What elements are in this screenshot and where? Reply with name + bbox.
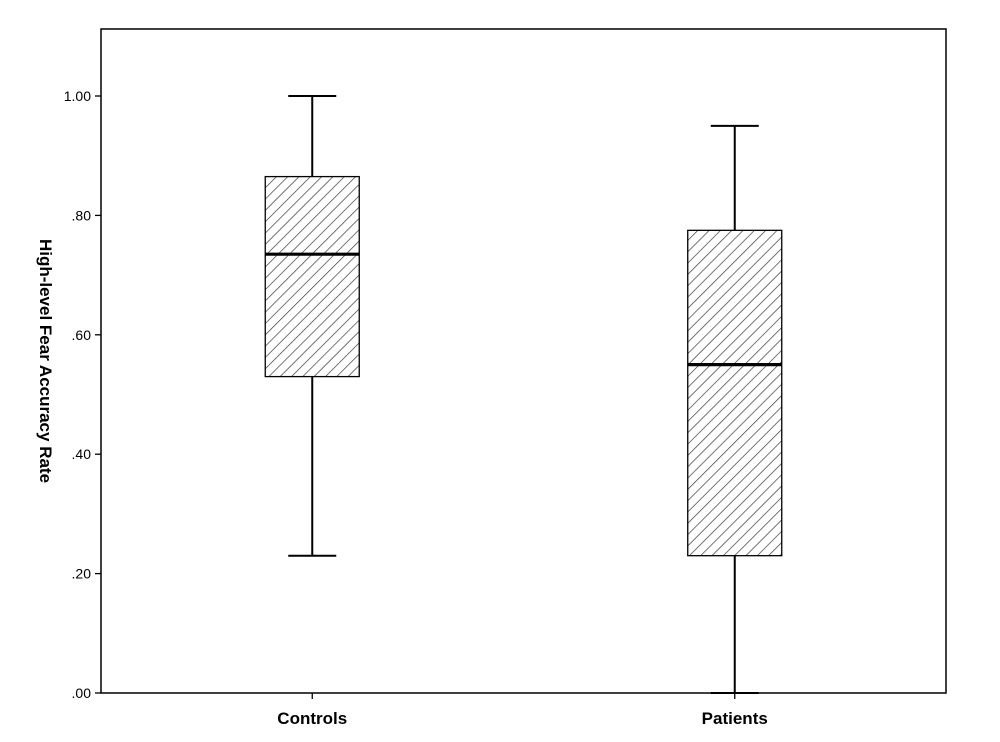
plot-frame	[100, 28, 947, 694]
y-tick-label: .80	[72, 207, 92, 223]
y-tick-label: .40	[72, 446, 92, 462]
interquartile-box	[264, 175, 360, 378]
x-category-label: Controls	[277, 709, 347, 728]
y-tick-label: .20	[72, 566, 92, 582]
y-tick-label: .00	[72, 685, 92, 701]
interquartile-box	[687, 229, 783, 557]
y-axis: .00 .20 .40 .60 .80 1.00	[64, 88, 101, 701]
y-tick-label: 1.00	[64, 88, 91, 104]
x-category-label: Patients	[702, 709, 768, 728]
y-axis-title: High-level Fear Accuracy Rate	[36, 239, 55, 483]
x-axis: Controls Patients	[277, 693, 768, 728]
y-tick-label: .60	[72, 327, 92, 343]
box-series	[264, 95, 783, 694]
box-patients	[687, 124, 783, 694]
box-controls	[264, 95, 360, 557]
